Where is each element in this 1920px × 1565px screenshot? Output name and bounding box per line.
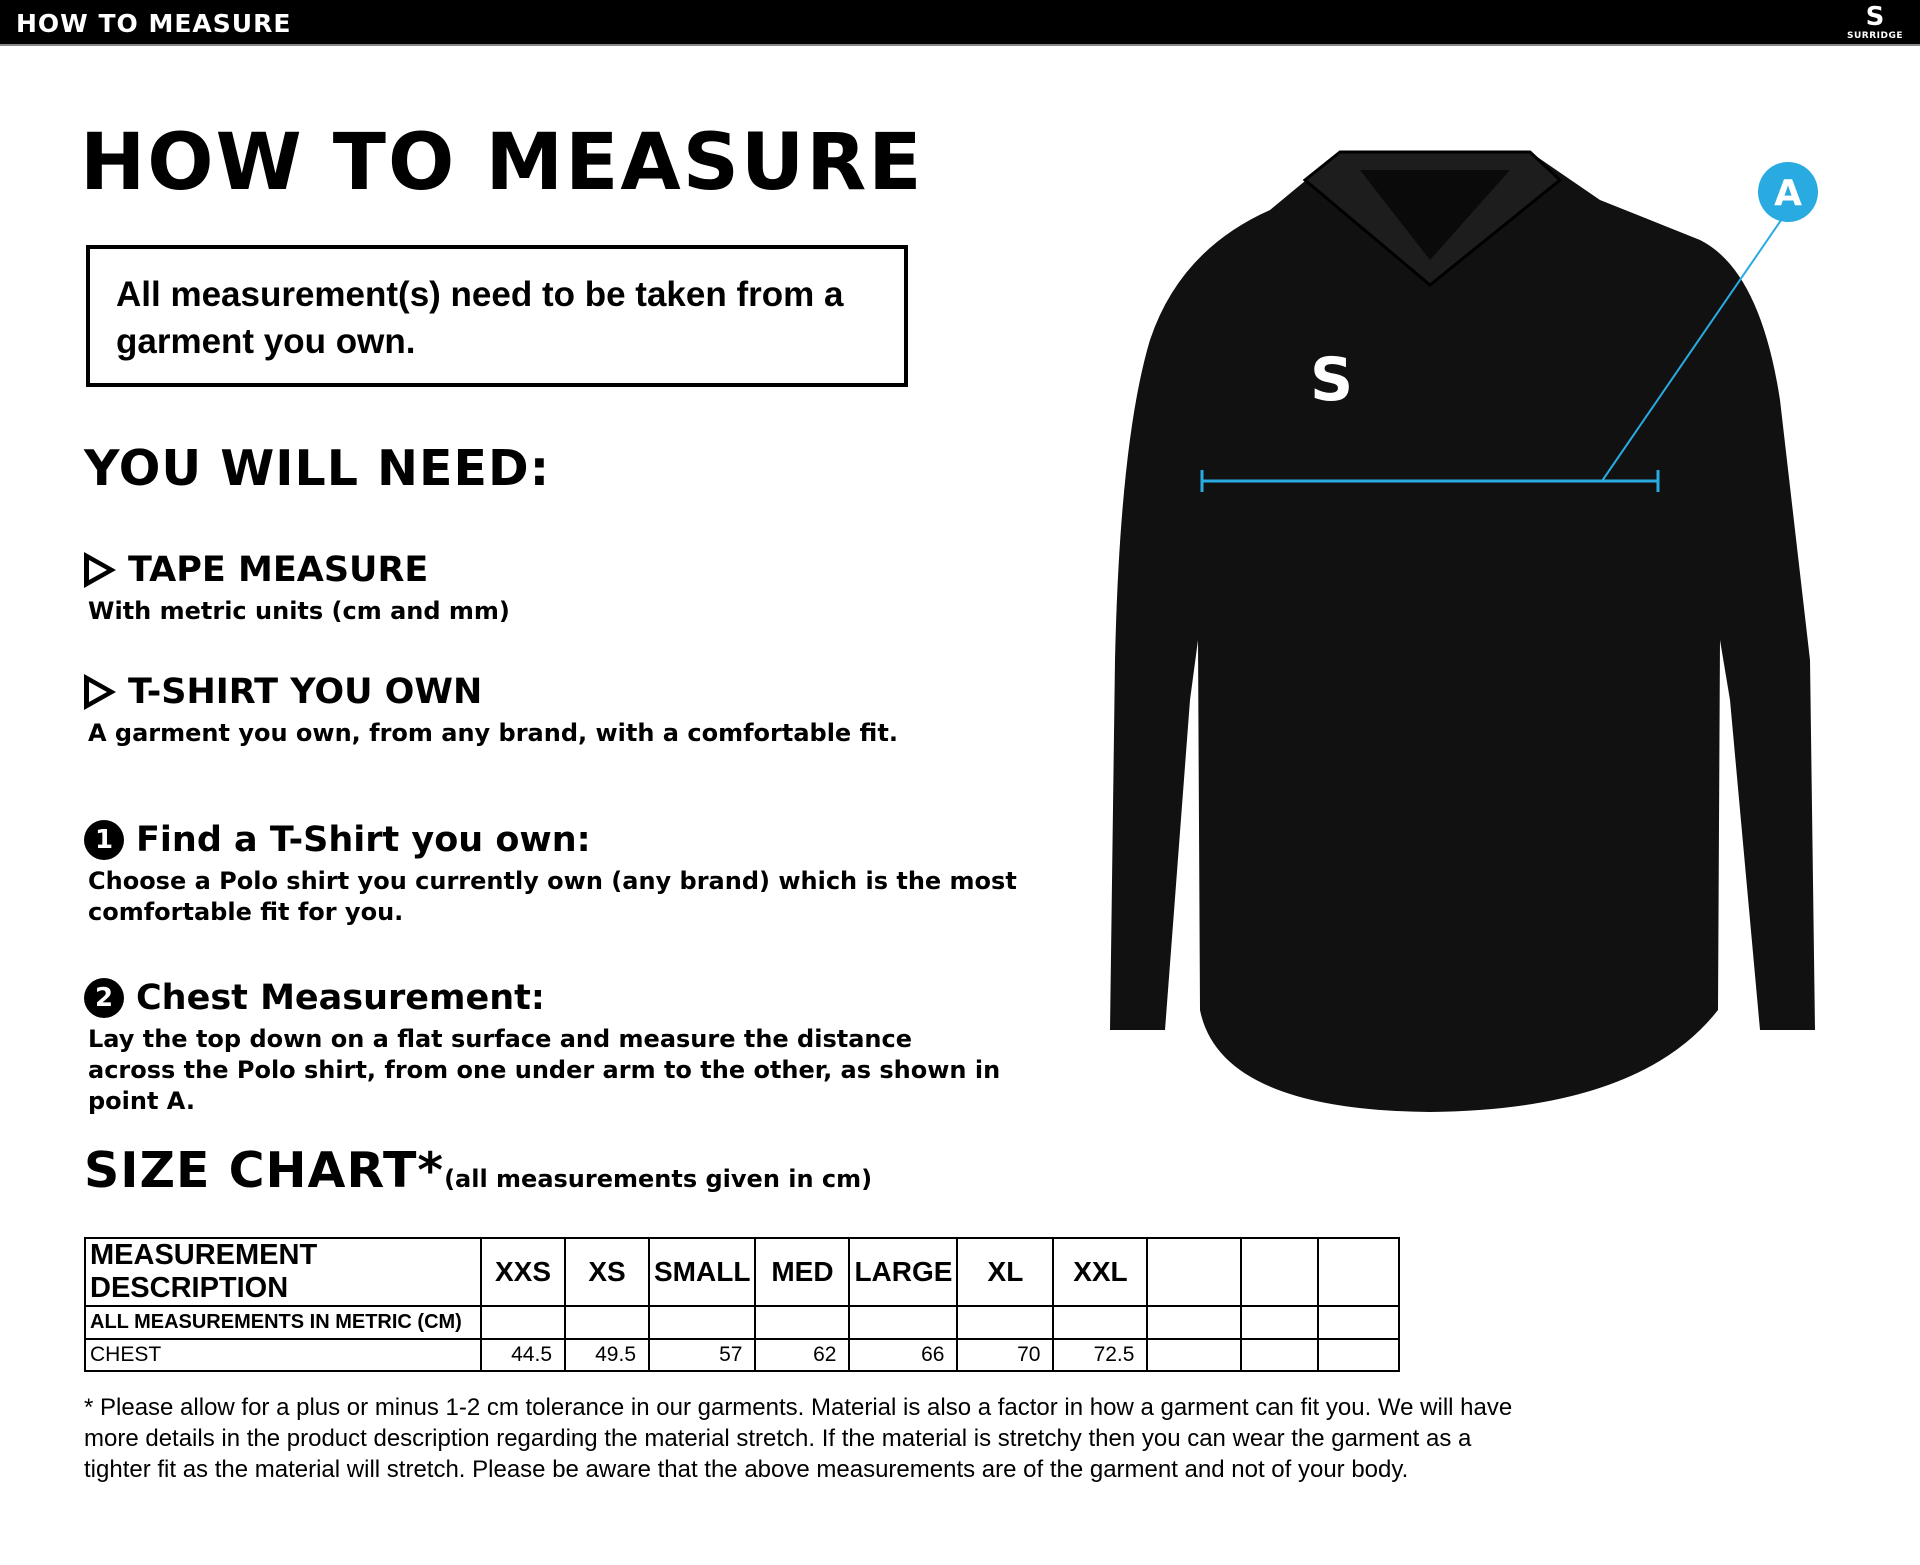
top-bar-title: HOW TO MEASURE bbox=[16, 9, 292, 38]
table-cell: 57 bbox=[647, 1338, 757, 1372]
need-tape-measure: TAPE MEASURE With metric units (cm and m… bbox=[84, 550, 510, 627]
point-a-leader bbox=[1601, 209, 1789, 482]
table-cell bbox=[1240, 1305, 1320, 1340]
table-cell: XL bbox=[956, 1237, 1055, 1307]
table-cell bbox=[1317, 1338, 1401, 1372]
table-cell: 70 bbox=[956, 1338, 1055, 1372]
play-arrow-icon bbox=[84, 552, 116, 588]
table-row: ALL MEASUREMENTS IN METRIC (CM) bbox=[84, 1305, 1401, 1340]
step-2: 2 Chest Measurement: Lay the top down on … bbox=[84, 978, 1004, 1117]
table-cell bbox=[1146, 1237, 1243, 1307]
table-cell: 72.5 bbox=[1052, 1338, 1149, 1372]
need-tshirt: T-SHIRT YOU OWN A garment you own, from … bbox=[84, 672, 898, 749]
table-cell: LARGE bbox=[848, 1237, 959, 1307]
table-row: CHEST 44.5 49.5 57 62 66 70 72.5 bbox=[84, 1338, 1401, 1372]
you-will-need-heading: YOU WILL NEED: bbox=[84, 440, 551, 497]
top-bar: HOW TO MEASURE S SURRIDGE bbox=[0, 0, 1920, 46]
table-cell bbox=[1146, 1305, 1243, 1340]
table-cell: SMALL bbox=[647, 1237, 757, 1307]
page-title: HOW TO MEASURE bbox=[80, 118, 924, 208]
table-cell bbox=[848, 1305, 959, 1340]
footnote: * Please allow for a plus or minus 1-2 c… bbox=[84, 1394, 1513, 1483]
table-cell: MEASUREMENT DESCRIPTION bbox=[84, 1237, 482, 1307]
table-cell: 66 bbox=[848, 1338, 959, 1372]
table-cell bbox=[1240, 1338, 1320, 1372]
table-cell bbox=[956, 1305, 1055, 1340]
point-a-marker bbox=[1758, 162, 1818, 222]
table-cell: ALL MEASUREMENTS IN METRIC (CM) bbox=[84, 1305, 482, 1340]
step-number-icon: 2 bbox=[84, 978, 124, 1018]
play-arrow-icon bbox=[84, 674, 116, 710]
table-cell bbox=[1240, 1237, 1320, 1307]
table-cell bbox=[647, 1305, 757, 1340]
table-cell: MED bbox=[754, 1237, 851, 1307]
table-cell bbox=[564, 1305, 650, 1340]
table-cell bbox=[1146, 1338, 1243, 1372]
table-cell: 44.5 bbox=[480, 1338, 566, 1372]
step-1: 1 Find a T-Shirt you own: Choose a Polo s… bbox=[84, 820, 1024, 928]
table-cell: XXS bbox=[480, 1237, 566, 1307]
table-cell: XS bbox=[564, 1237, 650, 1307]
size-chart-table: MEASUREMENT DESCRIPTION XXS XS SMALL MED LARG… bbox=[84, 1237, 1401, 1372]
table-cell bbox=[480, 1305, 566, 1340]
surridge-logo: S SURRIDGE bbox=[1846, 2, 1903, 41]
table-cell bbox=[1317, 1237, 1401, 1307]
table-cell bbox=[1317, 1305, 1401, 1340]
table-cell bbox=[754, 1305, 851, 1340]
table-cell bbox=[1052, 1305, 1149, 1340]
table-cell: CHEST bbox=[84, 1338, 482, 1372]
shirt-diagram: S A bbox=[1110, 150, 1818, 1112]
table-cell: 49.5 bbox=[564, 1338, 650, 1372]
table-header-row: MEASUREMENT DESCRIPTION XXS XS SMALL MED LARG… bbox=[84, 1237, 1401, 1307]
surridge-chest-logo: S bbox=[1310, 345, 1353, 415]
table-cell: XXL bbox=[1052, 1237, 1149, 1307]
size-chart-heading: SIZE CHART*(all measurements given in cm… bbox=[84, 1142, 873, 1199]
svg-text:A: A bbox=[1774, 173, 1802, 214]
notice-box: All measurement(s) need to be taken from… bbox=[86, 245, 908, 387]
step-number-icon: 1 bbox=[84, 820, 124, 860]
table-cell: 62 bbox=[754, 1338, 851, 1372]
shirt-body bbox=[1110, 152, 1815, 1112]
